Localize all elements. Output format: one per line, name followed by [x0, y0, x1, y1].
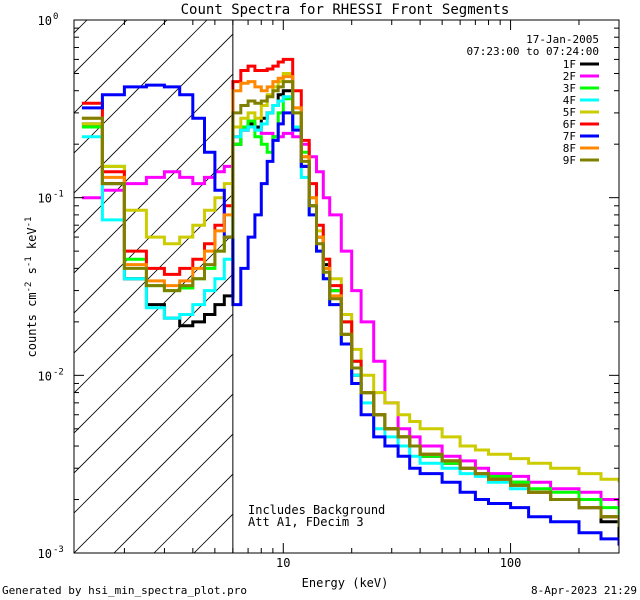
legend-label-7F: 7F	[563, 130, 576, 143]
plot-frame	[73, 19, 620, 554]
y-tick-exponent: -3	[53, 545, 64, 555]
hatch-line	[74, 33, 233, 194]
legend-label-8F: 8F	[563, 142, 576, 155]
y-tick-label: 10	[38, 369, 52, 383]
legend-label-9F: 9F	[563, 154, 576, 167]
series-9F-line	[81, 80, 619, 527]
hatch-line	[74, 313, 233, 474]
hatch-line	[74, 393, 233, 553]
hatch-line	[74, 153, 233, 314]
hatch-line	[74, 273, 233, 434]
hatch-line	[634, 20, 640, 553]
y-tick-label: 10	[38, 547, 52, 561]
legend-label-2F: 2F	[563, 70, 576, 83]
series-2F-line	[81, 125, 619, 508]
hatch-line	[74, 20, 208, 154]
annotation-attenuator: Att A1, FDecim 3	[248, 515, 364, 529]
hatch-line	[74, 353, 233, 514]
y-axis-label: counts cm-2 s-1 keV-1	[24, 217, 39, 358]
annotation-background: Includes Background	[248, 503, 385, 517]
hatch-line	[74, 20, 168, 114]
series-6F-line	[81, 57, 619, 527]
series-group	[81, 57, 619, 546]
legend-label-1F: 1F	[563, 58, 576, 71]
generated-by-label: Generated by hsi_min_spectra_plot.pro	[2, 584, 247, 597]
time-range-label: 07:23:00 to 07:24:00	[467, 45, 599, 58]
y-tick-exponent: -2	[53, 367, 64, 377]
x-tick-label: 100	[500, 556, 522, 570]
legend-label-6F: 6F	[563, 118, 576, 131]
chart-title: Count Spectra for RHESSI Front Segments	[181, 2, 510, 18]
hatch-line	[74, 20, 128, 74]
series-7F-line	[81, 83, 619, 546]
timestamp-label: 8-Apr-2023 21:29	[531, 584, 637, 597]
hatch-line	[113, 433, 233, 553]
y-tick-label: 10	[38, 14, 52, 28]
hatch-line	[74, 193, 233, 354]
date-label: 17-Jan-2005	[526, 33, 599, 46]
hatch-line	[514, 20, 640, 553]
legend-label-3F: 3F	[563, 82, 576, 95]
y-tick-label: 10	[38, 192, 52, 206]
x-tick-label: 10	[276, 556, 290, 570]
hatch-line	[74, 233, 233, 394]
hatched-region	[0, 20, 640, 553]
y-tick-exponent: 0	[53, 12, 58, 22]
legend-label-4F: 4F	[563, 94, 576, 107]
x-axis-label: Energy (keV)	[302, 576, 389, 590]
hatch-line	[74, 73, 233, 234]
hatch-line	[0, 20, 7, 553]
legend-label-5F: 5F	[563, 106, 576, 119]
y-tick-exponent: -1	[53, 190, 64, 200]
